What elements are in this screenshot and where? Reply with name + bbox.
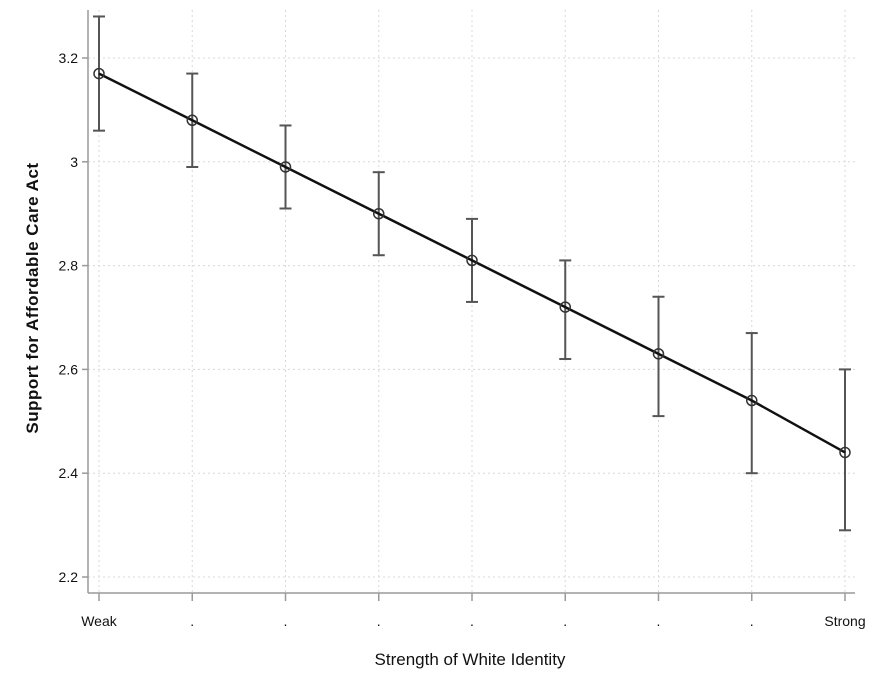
data-point (279, 161, 292, 173)
y-tick-label: 3 (70, 154, 78, 170)
axes (82, 10, 855, 601)
y-tick-label: 2.2 (59, 569, 79, 585)
tick-labels: 2.2 2.4 2.6 2.8 3 3.2 Weak....... Strong (59, 50, 866, 629)
x-tick-label: . (657, 613, 661, 629)
x-tick-label: . (377, 613, 381, 629)
data-point (652, 348, 665, 360)
data-point (466, 254, 478, 267)
data-point (186, 114, 198, 127)
data-point (746, 394, 758, 407)
x-tick-label: Strong (824, 613, 865, 629)
x-tick-label: Weak (81, 613, 118, 629)
y-tick-label: 2.6 (59, 361, 79, 377)
y-axis-title: Support for Affordable Care Act (23, 162, 42, 433)
x-tick-label: . (190, 613, 194, 629)
series-lines (98, 72, 846, 454)
x-tick-label: . (284, 613, 288, 629)
y-tick-label: 2.4 (59, 465, 79, 481)
data-point (839, 446, 851, 459)
data-point (373, 207, 385, 220)
data-point (93, 67, 105, 80)
x-tick-label: . (563, 613, 567, 629)
x-tick-label: . (750, 613, 754, 629)
data-point (559, 301, 571, 313)
data-markers (93, 67, 851, 459)
series-line (98, 72, 846, 454)
y-tick-label: 3.2 (59, 50, 79, 66)
x-tick-label: . (470, 613, 474, 629)
x-axis-title: Strength of White Identity (375, 650, 566, 669)
y-tick-label: 2.8 (59, 258, 79, 274)
error-bars (93, 15, 851, 532)
